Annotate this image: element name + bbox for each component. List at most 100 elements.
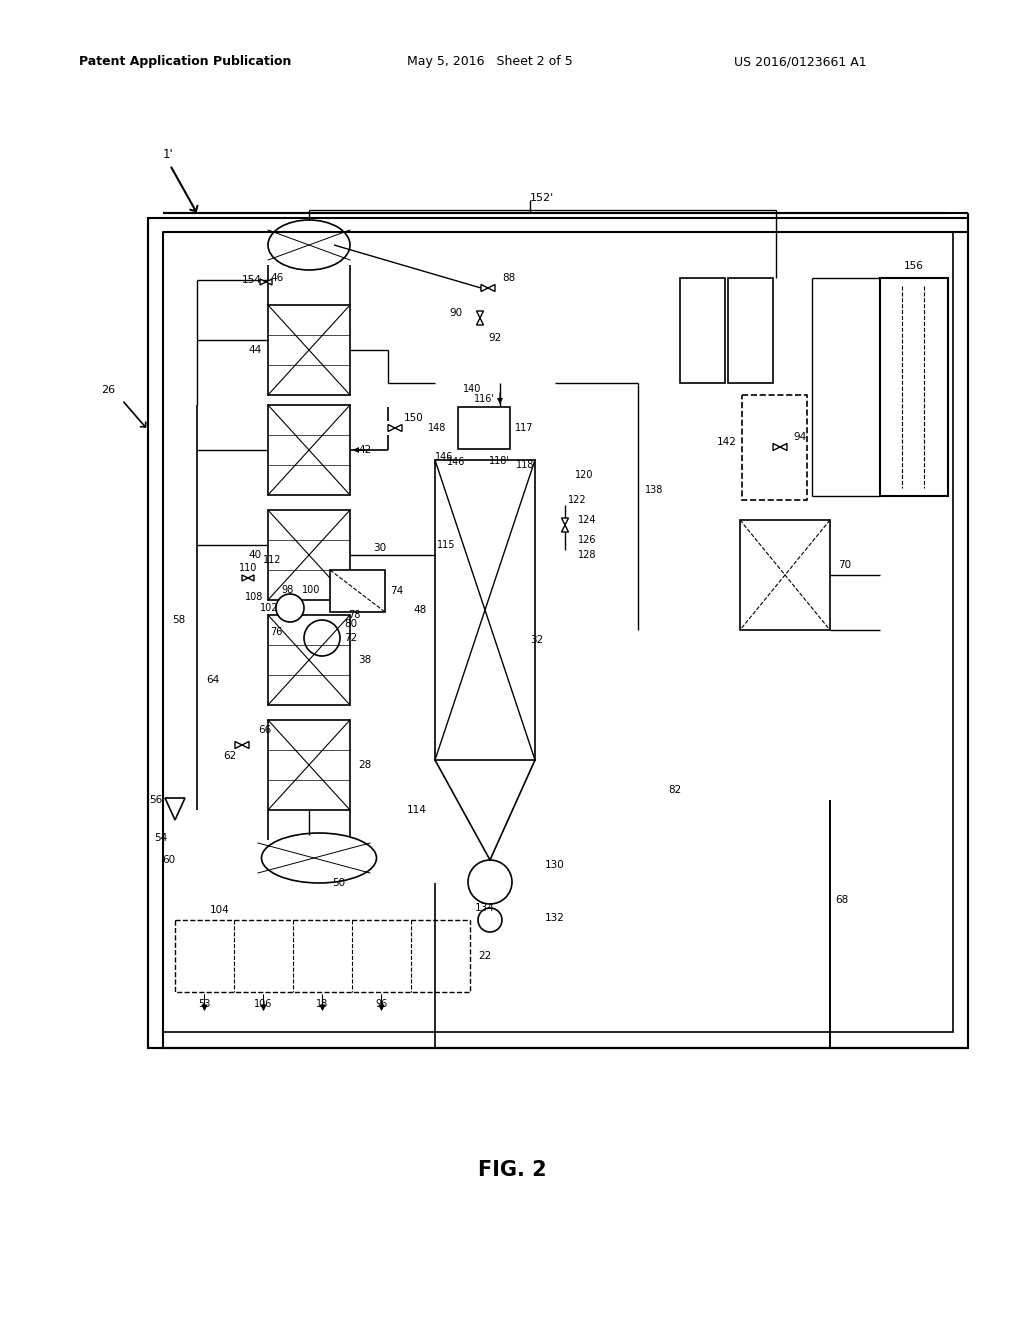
Text: 148: 148 — [428, 422, 446, 433]
Polygon shape — [388, 425, 395, 432]
Text: 26: 26 — [101, 385, 115, 395]
Polygon shape — [773, 444, 780, 450]
Text: 118': 118' — [489, 455, 510, 466]
Text: 88: 88 — [502, 273, 515, 282]
Text: 100: 100 — [302, 585, 321, 595]
Text: 120: 120 — [575, 470, 594, 480]
Text: 108: 108 — [245, 591, 263, 602]
Text: 72: 72 — [344, 634, 357, 643]
Bar — [163, 232, 953, 1032]
Bar — [880, 279, 948, 496]
Polygon shape — [242, 576, 248, 581]
Text: 74: 74 — [390, 586, 403, 597]
Bar — [268, 615, 350, 705]
Text: 134: 134 — [475, 903, 495, 913]
Text: 70: 70 — [838, 560, 851, 570]
Bar — [728, 279, 773, 383]
Text: 68: 68 — [835, 895, 848, 906]
Text: 106: 106 — [254, 999, 272, 1008]
Text: US 2016/0123661 A1: US 2016/0123661 A1 — [733, 55, 866, 69]
Bar — [330, 570, 385, 612]
Text: 122: 122 — [568, 495, 587, 506]
Bar — [175, 920, 470, 993]
Bar — [680, 279, 725, 383]
Text: 1': 1' — [163, 149, 174, 161]
Text: May 5, 2016   Sheet 2 of 5: May 5, 2016 Sheet 2 of 5 — [408, 55, 572, 69]
Text: 92: 92 — [488, 333, 502, 343]
Ellipse shape — [268, 220, 350, 271]
Bar — [268, 405, 350, 495]
Polygon shape — [561, 525, 568, 532]
Ellipse shape — [261, 833, 377, 883]
Text: 18: 18 — [316, 999, 329, 1008]
Text: 46: 46 — [270, 273, 284, 282]
Text: 94: 94 — [793, 432, 806, 442]
Text: 32: 32 — [530, 635, 544, 645]
Polygon shape — [476, 318, 483, 325]
Text: FIG. 2: FIG. 2 — [477, 1160, 547, 1180]
Text: Patent Application Publication: Patent Application Publication — [79, 55, 291, 69]
Text: 80: 80 — [344, 619, 357, 630]
Polygon shape — [260, 279, 266, 285]
Text: 112: 112 — [263, 554, 282, 565]
Circle shape — [276, 594, 304, 622]
Text: 28: 28 — [358, 760, 372, 770]
Text: 142: 142 — [717, 437, 737, 447]
Polygon shape — [481, 285, 488, 292]
Circle shape — [468, 861, 512, 904]
Text: 117: 117 — [515, 422, 534, 433]
Text: 82: 82 — [668, 785, 681, 795]
Polygon shape — [561, 517, 568, 525]
Polygon shape — [488, 285, 495, 292]
Text: 60: 60 — [162, 855, 175, 865]
Text: 96: 96 — [376, 999, 388, 1008]
Text: 152': 152' — [530, 193, 554, 203]
Bar — [268, 305, 350, 395]
Text: 30: 30 — [374, 543, 387, 553]
Text: 140: 140 — [463, 384, 481, 393]
Bar — [268, 510, 350, 601]
Bar — [268, 719, 350, 810]
Text: 56: 56 — [148, 795, 162, 805]
Text: 22: 22 — [478, 950, 492, 961]
Polygon shape — [165, 799, 185, 820]
Text: 40: 40 — [249, 550, 262, 560]
Text: 102: 102 — [259, 603, 278, 612]
Bar — [742, 395, 807, 500]
Text: 114: 114 — [408, 805, 427, 814]
Text: 53: 53 — [199, 999, 211, 1008]
Text: 118': 118' — [516, 459, 537, 470]
Text: 130: 130 — [545, 861, 565, 870]
Text: 98: 98 — [281, 585, 293, 595]
Text: 104: 104 — [210, 906, 229, 915]
Text: 154: 154 — [242, 275, 262, 285]
Bar — [148, 218, 968, 1048]
Text: 110: 110 — [239, 564, 257, 573]
Polygon shape — [242, 742, 249, 748]
Polygon shape — [234, 742, 242, 748]
Bar — [435, 459, 535, 760]
Text: 44: 44 — [249, 345, 262, 355]
Text: 54: 54 — [154, 833, 167, 843]
Text: 62: 62 — [223, 751, 237, 762]
Bar — [458, 407, 510, 449]
Text: 156: 156 — [904, 261, 924, 271]
Text: 124: 124 — [578, 515, 597, 525]
Text: 128: 128 — [578, 550, 597, 560]
Text: 42: 42 — [358, 445, 372, 455]
Text: 38: 38 — [358, 655, 372, 665]
Polygon shape — [476, 312, 483, 318]
Polygon shape — [266, 279, 272, 285]
Text: 132: 132 — [545, 913, 565, 923]
Text: 146: 146 — [434, 451, 453, 462]
Polygon shape — [395, 425, 402, 432]
Text: 64: 64 — [206, 675, 219, 685]
Text: 138: 138 — [645, 484, 664, 495]
Polygon shape — [780, 444, 787, 450]
Bar — [740, 520, 830, 630]
Text: 90: 90 — [449, 308, 462, 318]
Text: 150: 150 — [404, 413, 424, 422]
Text: 126: 126 — [578, 535, 597, 545]
Text: 66: 66 — [258, 725, 271, 735]
Polygon shape — [248, 576, 254, 581]
